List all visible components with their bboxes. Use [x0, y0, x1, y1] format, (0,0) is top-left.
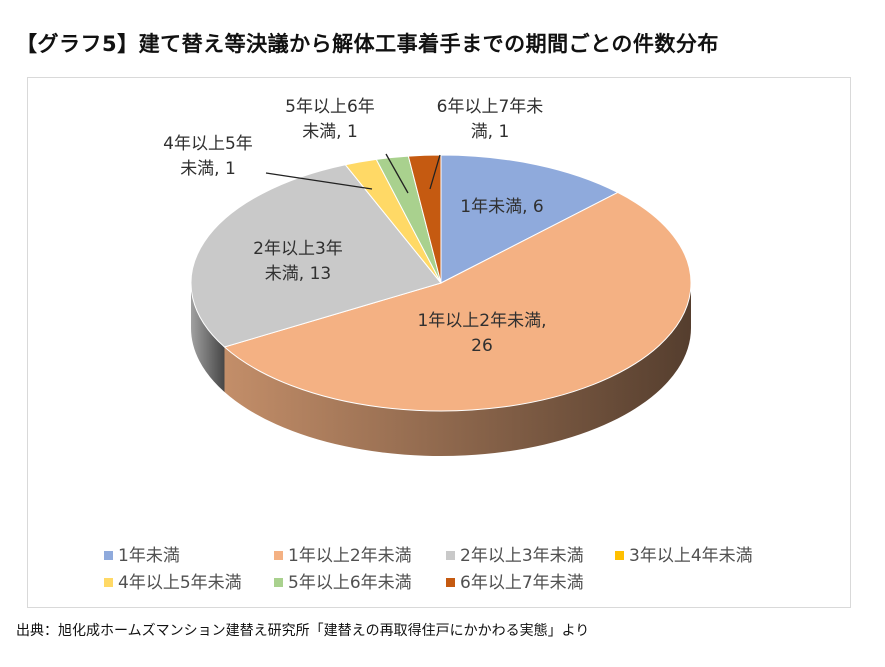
legend-label-4: 3年以上4年未満 [629, 546, 753, 566]
legend-label-7: 6年以上7年未満 [460, 573, 584, 593]
data-label-5: 4年以上5年未満, 1 [163, 134, 253, 179]
data-labels: 1年未満, 6 1年以上2年未満, 26 2年以上3年未満, 13 4年以上5年未満, … [163, 97, 546, 356]
legend-label-2: 1年以上2年未満 [288, 546, 412, 566]
legend-swatch-5 [104, 578, 113, 587]
pie-slice-1 [440, 154, 619, 284]
leader-line-6 [385, 153, 409, 194]
data-label-3: 2年以上3年未満, 13 [253, 239, 343, 284]
legend-swatch-3 [446, 551, 455, 560]
pie-slice-7 [407, 154, 442, 284]
pie-slices [190, 154, 692, 412]
leader-lines [265, 153, 441, 194]
legend: 1年未満 1年以上2年未満 2年以上3年未満 3年以上4年未満 4年以上5年未満 5年以上… [104, 546, 753, 593]
leader-line-7 [429, 154, 441, 190]
legend-label-1: 1年未満 [118, 546, 180, 566]
data-label-2: 1年以上2年未満, 26 [417, 311, 546, 356]
pie-side-2 [224, 283, 691, 456]
data-label-6: 5年以上6年未満, 1 [285, 97, 375, 142]
data-label-1: 1年未満, 6 [460, 197, 543, 217]
pie-side-3 [191, 283, 225, 392]
pie-sides [191, 283, 691, 456]
legend-label-3: 2年以上3年未満 [460, 546, 584, 566]
legend-label-6: 5年以上6年未満 [288, 573, 412, 593]
legend-swatch-1 [104, 551, 113, 560]
data-label-7: 6年以上7年未満, 1 [437, 97, 544, 142]
legend-swatch-7 [446, 578, 455, 587]
pie-slice-2 [223, 191, 692, 412]
legend-swatch-4 [615, 551, 624, 560]
legend-swatch-2 [274, 551, 283, 560]
legend-label-5: 4年以上5年未満 [118, 573, 242, 593]
chart-title: 【グラフ5】建て替え等決議から解体工事着手までの期間ごとの件数分布 [16, 32, 719, 56]
source-note: 出典：旭化成ホームズマンション建替え研究所「建替えの再取得住戸にかかわる実態」よ… [16, 623, 590, 639]
leader-line-5 [265, 172, 373, 190]
legend-swatch-6 [274, 578, 283, 587]
